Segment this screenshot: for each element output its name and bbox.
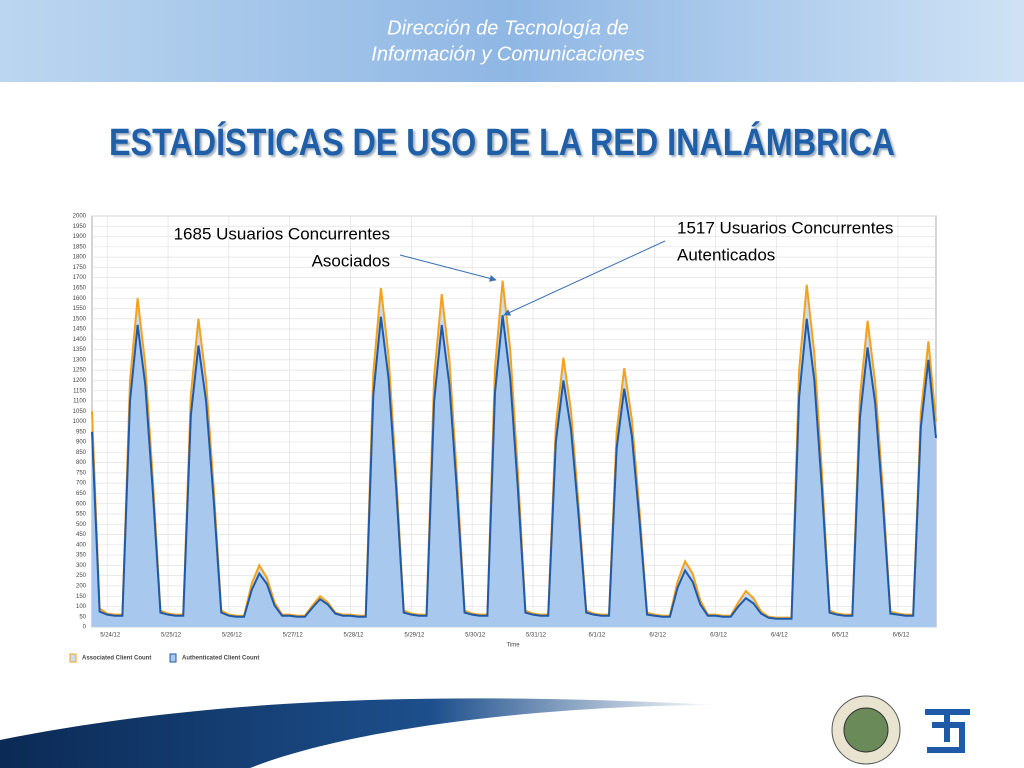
y-tick-label: 150	[76, 594, 87, 600]
y-tick-label: 1750	[73, 265, 87, 271]
header-line: Información y Comunicaciones	[371, 43, 644, 65]
x-tick-label: 5/29/12	[404, 633, 425, 639]
area-fill	[92, 315, 936, 627]
y-tick-label: 1650	[73, 286, 87, 292]
y-tick-label: 1200	[73, 378, 87, 384]
y-tick-label: 1900	[73, 234, 87, 240]
x-tick-label: 6/5/12	[832, 633, 849, 639]
y-tick-label: 1100	[73, 399, 87, 405]
legend-swatch	[169, 653, 177, 663]
y-tick-label: 750	[76, 470, 87, 476]
y-tick-label: 50	[79, 614, 86, 620]
swoosh	[0, 698, 720, 768]
annotation-arrow	[399, 254, 497, 282]
y-tick-label: 1150	[73, 388, 87, 394]
x-tick-label: 6/6/12	[893, 633, 910, 639]
y-tick-label: 1450	[73, 327, 87, 333]
x-tick-label: 5/28/12	[344, 633, 365, 639]
y-tick-label: 1050	[73, 409, 87, 415]
annotation: 1685 Usuarios Concurrentes	[174, 224, 390, 243]
y-tick-label: 1600	[73, 296, 87, 302]
header-line: Dirección de Tecnología de	[387, 17, 629, 39]
y-tick-label: 950	[76, 429, 87, 435]
x-tick-label: 6/2/12	[649, 633, 666, 639]
y-tick-label: 500	[76, 522, 87, 528]
annotation: Autenticados	[677, 245, 775, 264]
annotation: Asociados	[312, 251, 390, 270]
y-tick-label: 1300	[73, 357, 87, 363]
annotation: 1517 Usuarios Concurrentes	[677, 218, 893, 237]
y-tick-label: 1800	[73, 255, 87, 261]
x-tick-label: 5/26/12	[222, 633, 243, 639]
y-tick-label: 450	[76, 532, 87, 538]
y-tick-label: 2000	[73, 214, 87, 220]
x-tick-label: 5/27/12	[283, 633, 304, 639]
header-band	[0, 0, 1024, 82]
logo	[843, 707, 889, 753]
x-axis-label: Time	[506, 643, 520, 649]
y-tick-label: 600	[76, 501, 87, 507]
x-tick-label: 5/25/12	[161, 633, 182, 639]
y-tick-label: 200	[76, 583, 87, 589]
x-tick-label: 6/4/12	[771, 633, 788, 639]
y-tick-label: 400	[76, 542, 87, 548]
x-tick-label: 5/24/12	[100, 633, 121, 639]
y-tick-label: 250	[76, 573, 87, 579]
logo	[925, 709, 970, 753]
y-tick-label: 350	[76, 553, 87, 559]
y-tick-label: 1350	[73, 347, 87, 353]
y-tick-label: 1400	[73, 337, 87, 343]
y-tick-label: 1500	[73, 316, 87, 322]
x-tick-label: 6/3/12	[710, 633, 727, 639]
legend-swatch	[69, 653, 77, 663]
y-tick-label: 550	[76, 512, 87, 518]
annotation-arrow	[503, 240, 666, 316]
x-tick-label: 6/1/12	[588, 633, 605, 639]
slide-title: ESTADÍSTICAS DE USO DE LA RED INALÁMBRIC…	[109, 120, 895, 164]
y-tick-label: 900	[76, 440, 87, 446]
y-tick-label: 850	[76, 450, 87, 456]
y-tick-label: 1700	[73, 275, 87, 281]
y-tick-label: 1850	[73, 244, 87, 250]
y-tick-label: 650	[76, 491, 87, 497]
y-tick-label: 1000	[73, 419, 87, 425]
y-tick-label: 800	[76, 460, 87, 466]
x-tick-label: 5/30/12	[465, 633, 486, 639]
y-tick-label: 300	[76, 563, 87, 569]
series-line	[91, 315, 937, 620]
y-tick-label: 100	[76, 604, 87, 610]
legend-label: Authenticated Client Count	[182, 656, 259, 662]
y-tick-label: 1550	[73, 306, 87, 312]
y-tick-label: 0	[83, 625, 87, 631]
y-tick-label: 700	[76, 481, 87, 487]
x-tick-label: 5/31/12	[526, 633, 547, 639]
y-tick-label: 1950	[73, 224, 87, 230]
legend-label: Associated Client Count	[82, 656, 151, 662]
y-tick-label: 1250	[73, 368, 87, 374]
